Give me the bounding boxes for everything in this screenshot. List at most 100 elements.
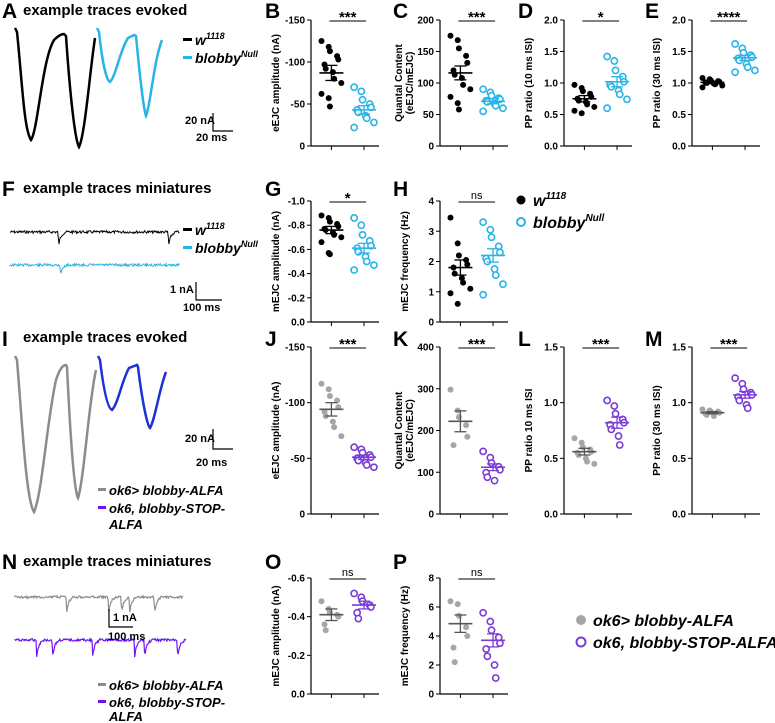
data-point — [479, 447, 488, 456]
y-tick-label: 1.5 — [672, 47, 686, 58]
y-tick-label: 0.0 — [672, 510, 686, 521]
legend-dot-ctrl2 — [576, 615, 586, 625]
series-1 — [350, 589, 377, 623]
data-point — [326, 392, 333, 399]
series-0 — [318, 380, 345, 440]
data-point — [357, 221, 366, 230]
chart-J: 0 -50 -100 -150 eEJC amplitude (nA) *** — [271, 336, 379, 521]
y-axis-label: PP ratio 10 ms ISI — [524, 388, 535, 472]
data-point — [455, 45, 462, 52]
y-tick-label: -0.2 — [288, 651, 306, 662]
y-axis-label: mEJC frequency (Hz) — [400, 211, 411, 312]
data-point — [370, 463, 378, 472]
data-point — [751, 66, 759, 75]
chart-H: 0 1 2 3 4 mEJC frequency (Hz) ns — [400, 190, 508, 329]
y-tick-label: 0 — [428, 510, 434, 521]
legend-row1: w1118 blobbyNull — [516, 191, 605, 232]
y-tick-label: -0.6 — [288, 574, 306, 585]
chart-M: 0.0 0.5 1.0 1.5 PP ratio (30 ms ISI) *** — [652, 336, 760, 521]
data-point — [350, 443, 359, 452]
data-point — [731, 68, 740, 77]
y-tick-label: 1.5 — [544, 343, 558, 354]
data-point — [370, 261, 378, 270]
panel-label-A: A — [2, 0, 17, 23]
chart-K: 0 100 200 300 400 Quantal Content(eEJC/mEJC) *… — [394, 336, 508, 521]
data-point — [318, 380, 325, 387]
data-point — [362, 461, 371, 469]
data-point — [483, 473, 492, 482]
panel-label-G: G — [265, 178, 281, 201]
y-axis-label: mEJC amplitude (nA) — [271, 585, 282, 686]
sig-label: *** — [339, 9, 357, 26]
data-point — [611, 409, 620, 418]
data-point — [743, 63, 752, 72]
data-point — [490, 265, 499, 273]
y-axis-label: Quantal Content(eEJC/mEJC) — [394, 43, 416, 121]
y-tick-label: -100 — [285, 58, 305, 69]
y-axis-label: mEJC frequency (Hz) — [400, 586, 411, 687]
y-tick-label: 0.5 — [544, 110, 558, 121]
data-point — [447, 93, 454, 100]
legend-swatch-mut — [183, 56, 192, 59]
y-axis-label: PP ratio (30 ms ISI) — [652, 38, 663, 128]
data-point — [603, 104, 612, 113]
data-point — [318, 38, 325, 44]
scale-y-I: 20 nA — [185, 433, 215, 445]
data-point — [350, 123, 359, 132]
data-point — [719, 82, 726, 89]
y-tick-label: -0.4 — [288, 269, 306, 280]
data-point — [479, 218, 488, 227]
y-axis-label: PP ratio (10 ms ISI) — [524, 38, 535, 128]
legend-F-ctrl: w1118 — [195, 221, 225, 238]
data-point — [318, 239, 325, 246]
sig-label: **** — [717, 9, 741, 26]
data-point — [483, 652, 492, 661]
scalebar-I: 20 nA 20 ms — [185, 429, 233, 469]
y-tick-label: 200 — [417, 16, 434, 27]
sig-label: ns — [471, 190, 483, 202]
data-point — [584, 458, 591, 465]
data-point — [370, 118, 378, 127]
data-point — [610, 402, 619, 410]
y-tick-label: -50 — [291, 454, 306, 465]
data-point — [318, 598, 325, 605]
data-point — [350, 83, 359, 92]
legend-N: ok6> blobby-ALFA ok6, blobby-STOP- ALFA — [98, 678, 225, 723]
data-point — [338, 80, 345, 86]
panel-label-F: F — [2, 178, 15, 201]
data-point — [610, 57, 619, 65]
scalebar-F: 1 nA 100 ms — [170, 282, 222, 314]
y-axis-label: PP ratio (30 ms ISI) — [652, 385, 663, 475]
series-1 — [350, 83, 378, 132]
y-tick-label: 1.5 — [544, 47, 558, 58]
data-point — [454, 300, 461, 307]
y-tick-label: 200 — [417, 426, 434, 437]
y-tick-label: 4 — [428, 632, 434, 643]
data-point — [331, 424, 338, 431]
y-tick-label: -1.0 — [288, 197, 306, 208]
data-point — [710, 413, 717, 420]
data-point — [326, 48, 333, 55]
data-point — [699, 74, 706, 81]
sig-label: * — [598, 9, 604, 26]
data-point — [354, 614, 363, 623]
data-point — [447, 386, 454, 393]
legend-I-mut-cont: ALFA — [108, 517, 143, 532]
legend-F-mut: blobbyNull — [195, 239, 258, 256]
y-tick-label: 0.5 — [672, 454, 686, 465]
y-tick-label: -0.8 — [288, 221, 306, 232]
y-tick-label: 0.0 — [544, 142, 558, 153]
data-point — [496, 248, 504, 257]
scale-x-I: 20 ms — [196, 457, 227, 469]
chart-L: 0.0 0.5 1.0 1.5 PP ratio 10 ms ISI *** — [524, 336, 632, 521]
legend-F: w1118 blobbyNull — [183, 221, 258, 256]
chart-E: 0.0 0.5 1.0 1.5 2.0 PP ratio (30 ms ISI) **** — [652, 9, 760, 153]
legend-dot-mut2 — [575, 636, 587, 648]
data-point — [487, 91, 496, 100]
data-point — [447, 214, 454, 221]
chart-D: 0.0 0.5 1.0 1.5 2.0 PP ratio (10 ms ISI) * — [524, 9, 632, 153]
y-tick-label: 400 — [417, 343, 434, 354]
series-1 — [479, 85, 507, 116]
data-point — [467, 86, 474, 93]
